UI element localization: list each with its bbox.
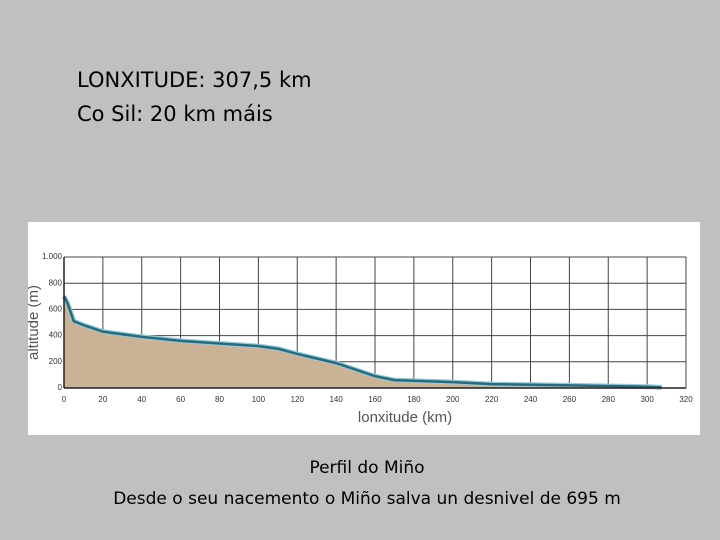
x-tick-label: 320 bbox=[679, 395, 693, 404]
x-axis-label: lonxitude (km) bbox=[358, 409, 452, 426]
y-tick-label: 0 bbox=[58, 383, 63, 392]
line bbox=[62, 295, 662, 389]
x-tick-label: 280 bbox=[602, 395, 616, 404]
y-tick-label: 600 bbox=[49, 305, 63, 314]
x-tick-label: 180 bbox=[407, 395, 421, 404]
y-tick-label: 1.000 bbox=[42, 252, 63, 261]
x-tick-label: 160 bbox=[368, 395, 382, 404]
x-tick-label: 300 bbox=[640, 395, 654, 404]
caption: Desde o seu nacemento o Miño salva un de… bbox=[113, 489, 621, 509]
x-tick-label: 80 bbox=[215, 395, 224, 404]
y-axis-label: altitude (m) bbox=[28, 285, 42, 360]
x-tick-label: 200 bbox=[446, 395, 460, 404]
heading: LONXITUDE: 307,5 km bbox=[77, 68, 312, 92]
y-tick-label: 200 bbox=[49, 357, 63, 366]
x-tick-label: 220 bbox=[485, 395, 499, 404]
x-tick-label: 20 bbox=[98, 395, 107, 404]
x-tick-label: 260 bbox=[563, 395, 577, 404]
x-tick-label: 240 bbox=[524, 395, 538, 404]
y-tick-label: 800 bbox=[49, 278, 63, 287]
heading: Co Sil: 20 km máis bbox=[77, 102, 273, 126]
x-tick-label: 140 bbox=[329, 395, 343, 404]
x-tick-label: 100 bbox=[252, 395, 266, 404]
x-tick-label: 0 bbox=[62, 395, 67, 404]
x-tick-label: 40 bbox=[137, 395, 146, 404]
area bbox=[64, 296, 662, 388]
chart-background bbox=[28, 222, 700, 435]
x-tick-label: 60 bbox=[176, 395, 185, 404]
x-tick-label: 120 bbox=[291, 395, 305, 404]
chart: 0 200 400 600 800 1.000 0 20 40 60 80 100 120 140 160 1… bbox=[28, 222, 700, 435]
y-tick-label: 400 bbox=[49, 331, 63, 340]
caption: Perfil do Miño bbox=[309, 458, 425, 478]
